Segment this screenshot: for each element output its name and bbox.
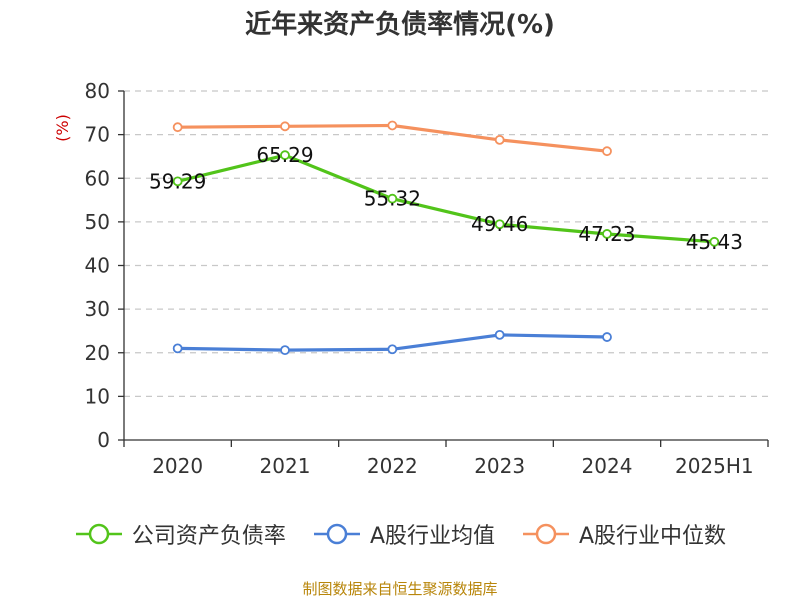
data-point [387, 344, 398, 355]
data-point [709, 236, 720, 247]
legend-item[interactable]: A股行业均值 [312, 518, 495, 550]
data-point [172, 122, 183, 133]
data-point [172, 176, 183, 187]
chart-title: 近年来资产负债率情况(%) [245, 10, 555, 40]
data-label: 55.32 [364, 187, 421, 211]
data-point [387, 120, 398, 131]
data-point [280, 121, 290, 132]
y-axis-unit-label: (%) [53, 114, 72, 142]
series-line [176, 153, 716, 244]
data-point [602, 146, 612, 157]
legend-marker-icon [313, 523, 360, 545]
legend: 公司资产负债率 A股行业均值 A股行业中位数 [0, 518, 800, 550]
data-point [494, 134, 505, 145]
data-point [387, 193, 398, 204]
data-point [172, 343, 183, 354]
x-tick-label: 2023 [474, 454, 525, 478]
legend-item[interactable]: A股行业中位数 [521, 518, 726, 550]
legend-marker-icon [523, 523, 569, 545]
data-point [494, 329, 505, 340]
y-tick-label: 0 [97, 428, 110, 452]
x-tick-label: 2025H1 [675, 454, 754, 478]
y-tick-label: 10 [85, 384, 110, 408]
x-tick-label: 2020 [152, 454, 203, 478]
data-point [602, 229, 612, 239]
legend-label: A股行业中位数 [579, 524, 727, 549]
y-tick-label: 60 [85, 166, 110, 190]
x-tick-label: 2021 [260, 454, 311, 478]
x-tick-label: 2024 [582, 454, 633, 478]
data-point [280, 345, 290, 356]
source-note: 制图数据来自恒生聚源数据库 [302, 580, 498, 598]
line-chart: 0 10 20 30 40 50 60 70 80 (%) 2020 2021 2022 2023 2024… [53, 79, 769, 478]
y-tick-label: 80 [85, 79, 110, 103]
data-label: 65.29 [256, 143, 313, 167]
data-point [494, 219, 505, 230]
data-point [280, 150, 290, 161]
y-tick-label: 20 [85, 341, 110, 365]
x-tick-label: 2022 [367, 454, 418, 478]
data-point [602, 332, 612, 342]
y-tick-label: 50 [85, 210, 110, 234]
data-label: 45.43 [686, 230, 743, 254]
y-tick-label: 70 [85, 123, 110, 147]
legend-item[interactable]: 公司资产负债率 [74, 518, 286, 550]
y-tick-label: 30 [85, 297, 110, 321]
legend-marker-icon [75, 523, 122, 545]
data-label: 47.23 [578, 222, 635, 246]
y-tick-label: 40 [85, 254, 110, 278]
data-label: 49.46 [471, 212, 528, 236]
legend-label: 公司资产负债率 [131, 524, 286, 549]
data-label: 59.29 [149, 169, 206, 193]
legend-label: A股行业均值 [369, 524, 495, 549]
